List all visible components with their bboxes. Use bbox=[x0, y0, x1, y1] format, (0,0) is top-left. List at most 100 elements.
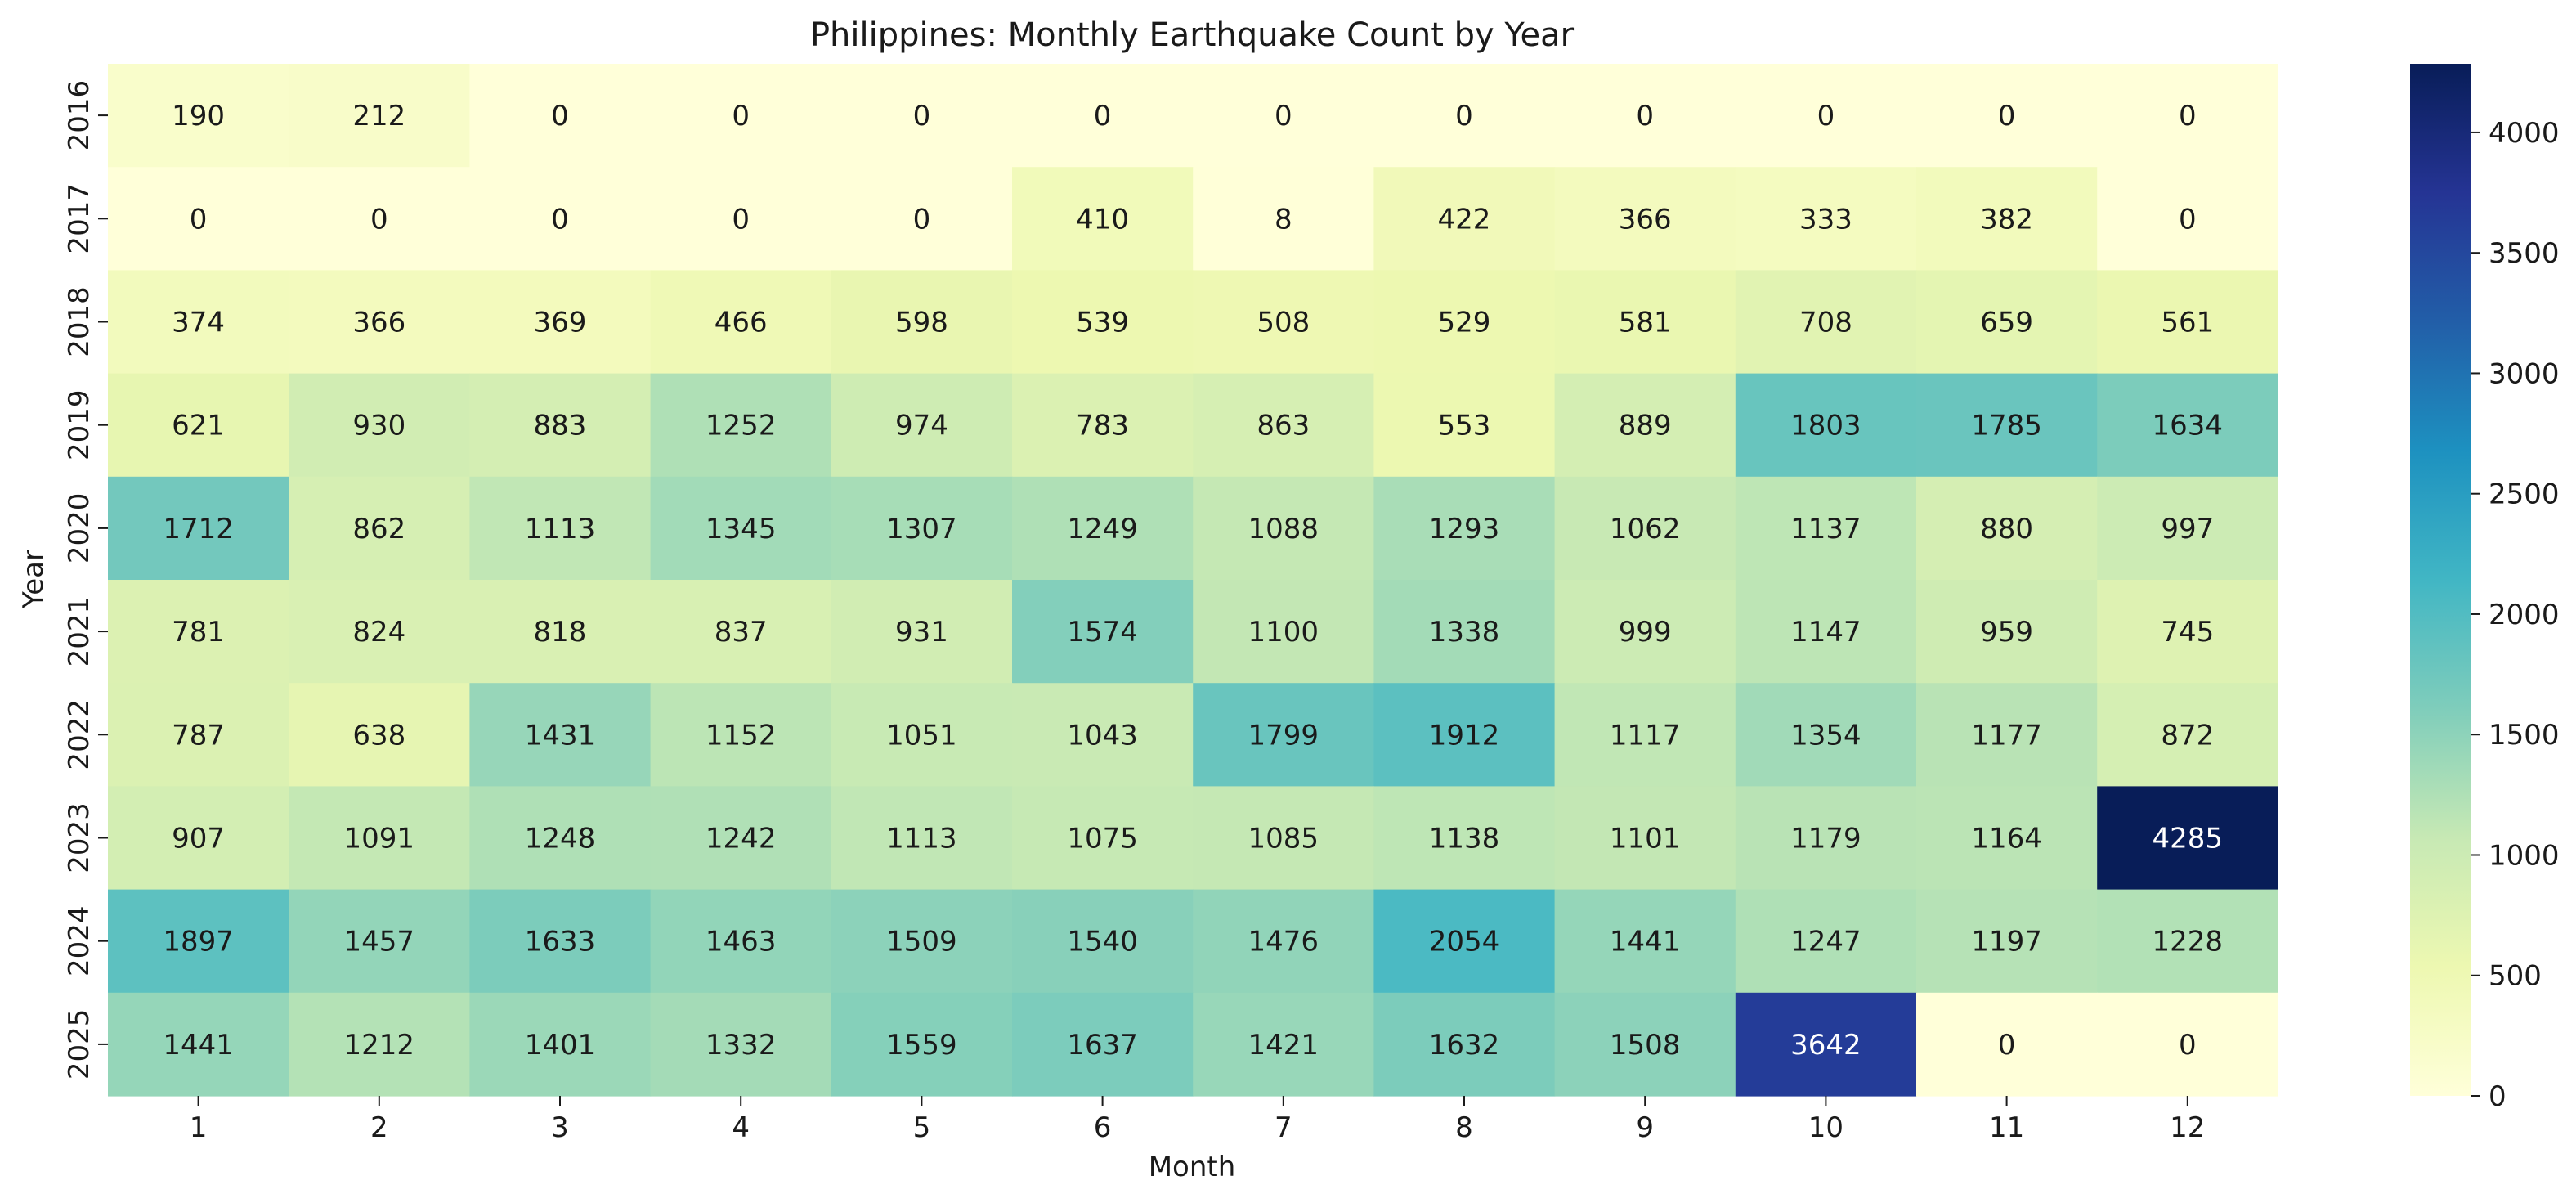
cell-value-label: 974 bbox=[895, 410, 948, 442]
cell-value-label: 382 bbox=[1980, 203, 2033, 236]
cell-value-label: 0 bbox=[2179, 100, 2197, 132]
heatmap-cell bbox=[1193, 992, 1374, 1097]
cell-value-label: 880 bbox=[1980, 513, 2033, 545]
y-axis-ticks: 2016 2017 2018 2019 2020 2021 2022 2023 2024 2025 bbox=[63, 80, 108, 1080]
cell-value-label: 1179 bbox=[1790, 823, 1861, 855]
heatmap-cell bbox=[1193, 683, 1374, 787]
cell-value-label: 0 bbox=[1275, 100, 1292, 132]
heatmap-cell bbox=[289, 64, 470, 168]
heatmap-cell bbox=[1554, 373, 1736, 478]
cell-value-label: 1345 bbox=[706, 513, 777, 545]
heatmap-cell bbox=[650, 64, 832, 168]
cell-value-label: 0 bbox=[551, 203, 569, 236]
cell-value-label: 1441 bbox=[1610, 926, 1681, 958]
heatmap-cell bbox=[650, 476, 832, 581]
heatmap-cell bbox=[108, 580, 289, 684]
x-tick-label: 10 bbox=[1808, 1111, 1844, 1144]
cell-value-label: 1712 bbox=[163, 513, 234, 545]
heatmap-cell bbox=[1012, 786, 1194, 891]
cell-value-label: 1637 bbox=[1067, 1029, 1138, 1062]
cell-value-label: 4285 bbox=[2153, 823, 2224, 855]
cell-value-label: 708 bbox=[1799, 307, 1852, 339]
heatmap-cell bbox=[1193, 889, 1374, 994]
heatmap-cell bbox=[289, 992, 470, 1097]
heatmap-cell bbox=[289, 683, 470, 787]
cell-value-label: 1252 bbox=[706, 410, 777, 442]
heatmap-cell bbox=[831, 373, 1013, 478]
cell-value-label: 422 bbox=[1438, 203, 1491, 236]
heatmap-cell bbox=[831, 889, 1013, 994]
cell-value-label: 1803 bbox=[1790, 410, 1861, 442]
colorbar-tick-label: 0 bbox=[2489, 1080, 2507, 1113]
cell-value-label: 3642 bbox=[1790, 1029, 1861, 1062]
cell-value-label: 1228 bbox=[2153, 926, 2224, 958]
cell-value-label: 1338 bbox=[1429, 616, 1500, 649]
chart-title: Philippines: Monthly Earthquake Count by… bbox=[810, 16, 1575, 54]
cell-value-label: 0 bbox=[732, 203, 750, 236]
cell-value-label: 1137 bbox=[1790, 513, 1861, 545]
cell-value-label: 529 bbox=[1438, 307, 1491, 339]
heatmap-cell bbox=[1554, 786, 1736, 891]
heatmap-cell bbox=[1735, 476, 1917, 581]
heatmap-cell bbox=[1193, 476, 1374, 581]
heatmap-cell bbox=[1193, 167, 1374, 271]
heatmap-cell bbox=[108, 683, 289, 787]
cell-value-label: 0 bbox=[732, 100, 750, 132]
heatmap-cell bbox=[1554, 683, 1736, 787]
cell-value-label: 0 bbox=[1817, 100, 1835, 132]
heatmap-cell bbox=[1916, 167, 2098, 271]
cell-value-label: 539 bbox=[1076, 307, 1129, 339]
heatmap-cell bbox=[1012, 167, 1194, 271]
heatmap-cell bbox=[469, 64, 652, 168]
cell-value-label: 889 bbox=[1619, 410, 1672, 442]
heatmap-cell bbox=[1735, 683, 1917, 787]
x-tick-label: 5 bbox=[913, 1111, 931, 1144]
heatmap-cell bbox=[1373, 476, 1556, 581]
heatmap-cell bbox=[1193, 373, 1374, 478]
heatmap-cell bbox=[1916, 683, 2098, 787]
heatmap-cell bbox=[1554, 992, 1736, 1097]
heatmap-cell bbox=[1373, 786, 1556, 891]
heatmap-cell bbox=[1916, 270, 2098, 375]
heatmap-cell bbox=[650, 889, 832, 994]
heatmap-cell bbox=[1916, 889, 2098, 994]
cell-value-label: 1249 bbox=[1067, 513, 1138, 545]
heatmap-cell bbox=[831, 476, 1013, 581]
x-tick-label: 9 bbox=[1636, 1111, 1654, 1144]
colorbar-tick-label: 500 bbox=[2489, 960, 2542, 993]
heatmap-cell bbox=[1373, 167, 1556, 271]
cell-value-label: 1897 bbox=[163, 926, 234, 958]
heatmap-cell bbox=[108, 270, 289, 375]
y-tick-label: 2025 bbox=[63, 1009, 96, 1080]
heatmap-cell bbox=[1554, 889, 1736, 994]
heatmap-cell bbox=[1193, 786, 1374, 891]
heatmap-cell bbox=[650, 580, 832, 684]
heatmap-cell bbox=[1735, 786, 1917, 891]
cell-value-label: 1634 bbox=[2153, 410, 2224, 442]
cell-value-label: 818 bbox=[534, 616, 587, 649]
cell-value-label: 1799 bbox=[1248, 719, 1319, 752]
heatmap-cell bbox=[1735, 889, 1917, 994]
cell-value-label: 1147 bbox=[1790, 616, 1861, 649]
cell-value-label: 638 bbox=[352, 719, 405, 752]
heatmap-cell bbox=[831, 786, 1013, 891]
heatmap-cell bbox=[1012, 992, 1194, 1097]
cell-value-label: 1100 bbox=[1248, 616, 1319, 649]
colorbar-tick-label: 1500 bbox=[2489, 719, 2560, 752]
heatmap-cell bbox=[108, 167, 289, 271]
heatmap-cell bbox=[1012, 580, 1194, 684]
cell-value-label: 0 bbox=[1636, 100, 1654, 132]
y-tick-label: 2023 bbox=[63, 802, 96, 873]
heatmap-cell bbox=[1554, 167, 1736, 271]
heatmap-cell bbox=[1012, 683, 1194, 787]
heatmap-cell bbox=[469, 373, 652, 478]
heatmap-cell bbox=[2097, 683, 2278, 787]
cell-value-label: 783 bbox=[1076, 410, 1129, 442]
cell-value-label: 0 bbox=[913, 100, 931, 132]
y-tick-label: 2016 bbox=[63, 80, 96, 151]
y-tick-label: 2024 bbox=[63, 905, 96, 976]
cell-value-label: 8 bbox=[1275, 203, 1292, 236]
heatmap-cell bbox=[1193, 270, 1374, 375]
cell-value-label: 1463 bbox=[706, 926, 777, 958]
heatmap-cell bbox=[469, 683, 652, 787]
